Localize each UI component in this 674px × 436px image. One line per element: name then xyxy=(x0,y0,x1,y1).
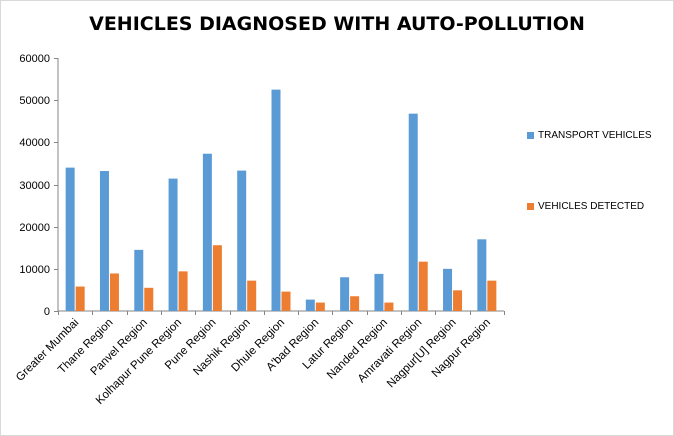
legend-label-transport-vehicles: TRANSPORT VEHICLES xyxy=(538,130,652,141)
x-tick-label-greater-mumbai: Greater Mumbai xyxy=(14,317,81,384)
bar-transport-vehicles-panvel-region xyxy=(134,249,144,311)
bar-transport-vehicles-nanded-region xyxy=(374,273,384,311)
bar-transport-vehicles-pune-region xyxy=(202,153,212,311)
bar-transport-vehicles-latur-region xyxy=(340,277,350,311)
bar-vehicles-detected-panvel-region xyxy=(144,287,154,311)
bar-transport-vehicles-nashik-region xyxy=(237,170,247,311)
y-tick-label: 60000 xyxy=(19,53,50,65)
bar-vehicles-detected-pune-region xyxy=(212,245,222,311)
bar-transport-vehicles-a-bad-region xyxy=(305,299,315,311)
y-tick-label: 0 xyxy=(44,306,50,318)
bar-vehicles-detected-thane-region xyxy=(109,273,119,311)
y-tick-label: 20000 xyxy=(19,222,50,234)
legend-label-vehicles-detected: VEHICLES DETECTED xyxy=(538,201,645,212)
y-tick-label: 30000 xyxy=(19,180,50,192)
bar-vehicles-detected-latur-region xyxy=(350,296,360,311)
bar-vehicles-detected-greater-mumbai xyxy=(75,286,85,311)
bar-vehicles-detected-kolhapur-pune-region xyxy=(178,271,188,311)
x-tick-label-amravati-region: Amravati Region xyxy=(356,317,425,386)
y-tick-label: 40000 xyxy=(19,137,50,149)
chart-legend: TRANSPORT VEHICLES VEHICLES DETECTED xyxy=(527,1,673,435)
bar-transport-vehicles-nagpur-region xyxy=(477,239,487,311)
bar-transport-vehicles-thane-region xyxy=(99,171,109,311)
bar-vehicles-detected-amravati-region xyxy=(418,261,428,311)
x-tick-label-nagpur-region: Nagpur Region xyxy=(430,317,493,380)
bar-transport-vehicles-nagpur-u-region xyxy=(443,268,453,311)
chart-title: VEHICLES DIAGNOSED WITH AUTO-POLLUTION xyxy=(89,13,585,35)
bar-vehicles-detected-nagpur-u-region xyxy=(453,290,463,311)
y-tick-label: 10000 xyxy=(19,264,50,276)
bar-vehicles-detected-dhule-region xyxy=(281,291,291,311)
legend-swatch-transport-vehicles xyxy=(527,132,534,139)
y-tick-label: 50000 xyxy=(19,95,50,107)
legend-swatch-vehicles-detected xyxy=(527,203,534,210)
legend-item-vehicles-detected: VEHICLES DETECTED xyxy=(527,201,644,212)
bar-transport-vehicles-greater-mumbai xyxy=(65,167,75,311)
bar-transport-vehicles-amravati-region xyxy=(408,113,418,311)
bar-transport-vehicles-kolhapur-pune-region xyxy=(168,178,178,311)
bar-vehicles-detected-nanded-region xyxy=(384,302,394,311)
bar-vehicles-detected-a-bad-region xyxy=(315,302,325,311)
legend-item-transport-vehicles: TRANSPORT VEHICLES xyxy=(527,130,652,141)
bar-vehicles-detected-nashik-region xyxy=(247,280,257,311)
bar-transport-vehicles-dhule-region xyxy=(271,89,281,311)
x-tick-label-nanded-region: Nanded Region xyxy=(325,317,390,382)
bar-vehicles-detected-nagpur-region xyxy=(487,280,497,311)
